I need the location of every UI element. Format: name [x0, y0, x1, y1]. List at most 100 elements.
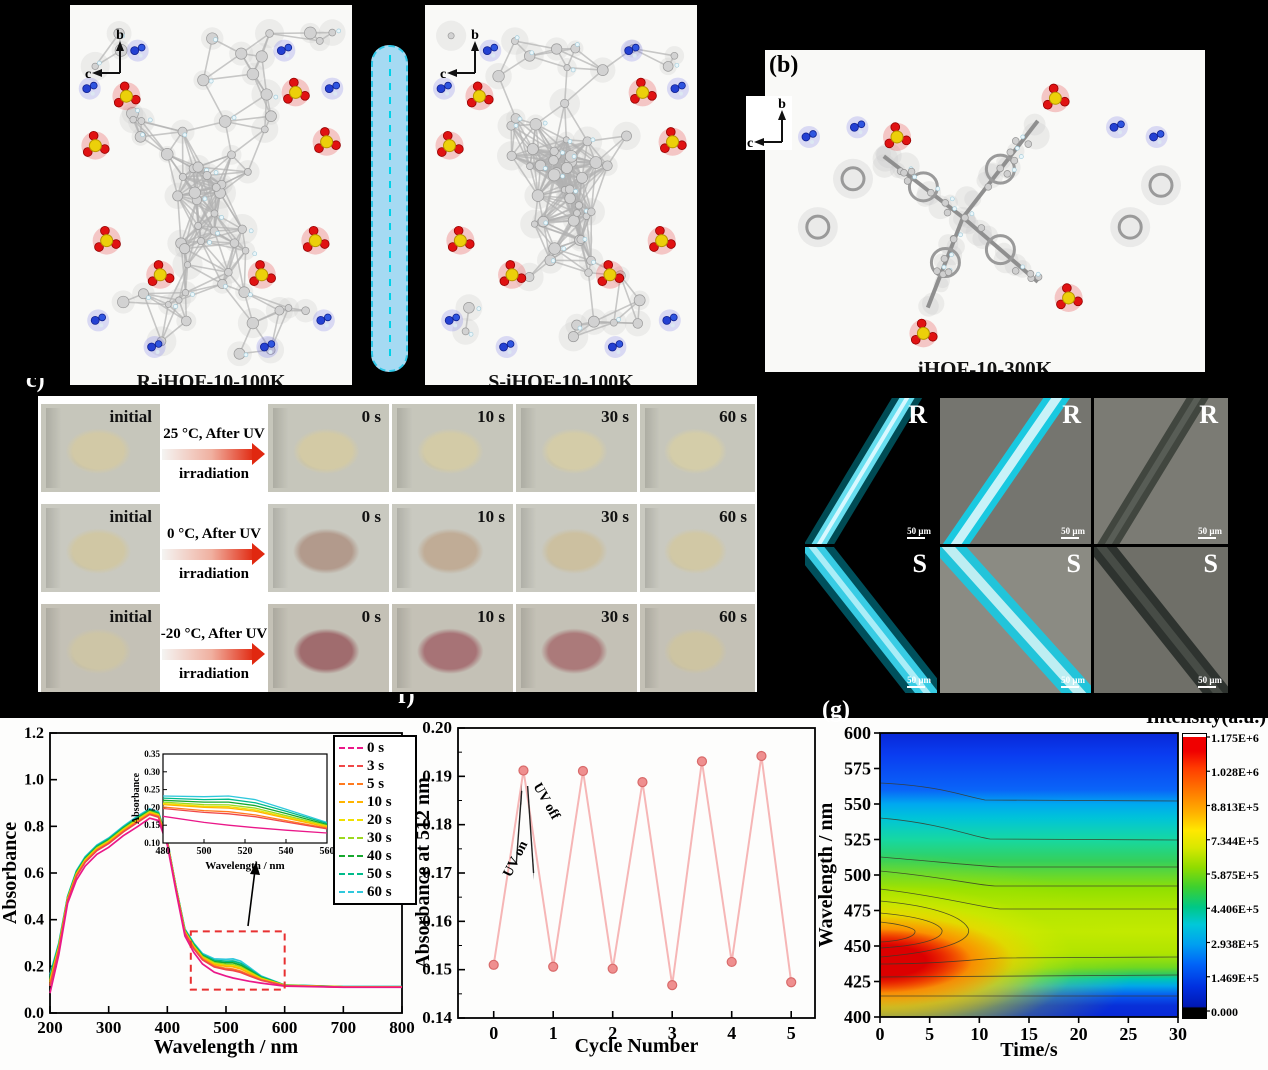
svg-text:0.25: 0.25 [144, 785, 160, 795]
chirality-label: S [1203, 549, 1218, 578]
scale-bar-text: 50 μm [1061, 675, 1085, 685]
condition-text2: irradiation [179, 466, 249, 482]
powder-photo-t3-row1: 60 s [640, 404, 755, 492]
condition-text: 25 °C, After UV [163, 426, 265, 442]
legend-item: 5 s [339, 775, 415, 793]
cycles-svg: 0 1 2 3 4 5 0.14 0.15 0.16 0.17 0.18 0.19 0.20 Cycle … [412, 718, 816, 1057]
svg-text:600: 600 [272, 1018, 298, 1037]
powder-blob [45, 507, 156, 589]
time-label: 60 s [719, 507, 747, 526]
legend-swatch [339, 855, 363, 857]
fiber-graphic [940, 547, 1091, 693]
powder-blob [520, 407, 633, 489]
legend-swatch [339, 891, 363, 893]
svg-text:480: 480 [156, 846, 171, 857]
axis-arrows: bc [747, 97, 786, 151]
svg-text:b: b [778, 98, 786, 112]
legend-swatch [339, 783, 363, 785]
crystal-structure-graphic [78, 18, 346, 367]
powder-photo-t3-row2: 60 s [640, 504, 755, 592]
cycles-point [607, 963, 618, 974]
svg-text:10: 10 [970, 1024, 988, 1044]
svg-text:0: 0 [489, 1023, 498, 1043]
legend-swatch [339, 765, 363, 767]
scale-bar-line [907, 537, 926, 539]
time-label: 0 s [361, 607, 381, 626]
colorbar-tick-label: 4.406E+5 [1211, 902, 1259, 917]
panel-g-tag: (g) [822, 697, 850, 723]
svg-text:0.30: 0.30 [144, 767, 160, 777]
powder-blob [272, 607, 385, 689]
legend-item: 20 s [339, 811, 415, 829]
svg-text:30: 30 [1169, 1024, 1187, 1044]
crystal-structure-graphic [433, 20, 689, 358]
svg-text:0: 0 [876, 1024, 885, 1044]
time-label: 30 s [601, 607, 629, 626]
svg-text:425: 425 [844, 972, 871, 992]
scale-bar-text: 50 μm [907, 675, 931, 685]
svg-text:15: 15 [1020, 1024, 1038, 1044]
svg-text:0.4: 0.4 [24, 912, 44, 929]
powder-blob [396, 407, 509, 489]
svg-text:c: c [85, 67, 91, 81]
svg-text:5: 5 [925, 1024, 934, 1044]
svg-text:20: 20 [1070, 1024, 1088, 1044]
legend-label: 50 s [367, 865, 392, 882]
time-label: 30 s [601, 507, 629, 526]
crystal-label-left: R-iHOF-10-100K [136, 371, 286, 385]
fiber-graphic [1097, 398, 1209, 544]
time-label: initial [109, 507, 152, 526]
panel-b-tag: (b) [769, 52, 799, 78]
legend-swatch [339, 837, 363, 839]
time-label: 30 s [601, 407, 629, 426]
powder-photo-initial-row2: initial [41, 504, 160, 592]
contour-svg: 0 5 10 15 20 25 30 400 425 450 475 500 525 550 575 600 T… [818, 723, 1210, 1061]
powder-blob [644, 407, 751, 489]
fiber-graphic [1094, 547, 1228, 693]
svg-text:550: 550 [844, 794, 871, 814]
powder-photo-initial-row3: initial [41, 604, 160, 692]
powder-blob [272, 407, 385, 489]
scale-bar-line [1061, 537, 1080, 539]
microscopy-cell-S3: S 50 μm [1094, 547, 1228, 693]
svg-text:Absorbance: Absorbance [0, 822, 21, 924]
legend-label: 30 s [367, 829, 392, 846]
svg-text:0.20: 0.20 [422, 718, 452, 737]
scale-bar: 50 μm [1198, 527, 1222, 539]
panel-f-tag-fragment: f) [398, 694, 415, 709]
panel-c-tag-fragment: c) [26, 378, 45, 393]
powder-photo-t3-row3: 60 s [640, 604, 755, 692]
powder-photo-t2-row3: 30 s [516, 604, 637, 692]
svg-text:0.17: 0.17 [422, 863, 452, 882]
highlight-box [189, 930, 286, 991]
svg-text:b: b [471, 29, 479, 43]
spectrum-series-0s [49, 817, 402, 994]
svg-text:Time/s: Time/s [1000, 1039, 1058, 1061]
uvvis-spectra-chart: 200 300 400 500 600 700 800 0.0 0.2 0.4 0.6 0.8 1.0 1… [0, 700, 420, 1070]
powder-blob [45, 607, 156, 689]
chirality-label: R [1199, 400, 1218, 429]
fiber-graphic [805, 398, 923, 544]
powder-photo-t0-row1: 0 s [268, 404, 389, 492]
legend-label: 0 s [367, 739, 385, 756]
svg-text:560: 560 [320, 846, 335, 857]
time-label: initial [109, 607, 152, 626]
svg-text:0.19: 0.19 [422, 766, 452, 785]
time-label: 10 s [477, 407, 505, 426]
powder-photo-t1-row1: 10 s [392, 404, 513, 492]
legend-swatch [339, 747, 363, 749]
svg-text:4: 4 [727, 1023, 736, 1043]
crystal-label-300K: iHOF-10-300K [917, 357, 1053, 372]
cycles-point [548, 961, 559, 972]
uv-irradiation-arrow [162, 543, 265, 565]
contour-heat-field [880, 733, 1178, 1017]
legend-item: 40 s [339, 847, 415, 865]
powder-photo-t2-row1: 30 s [516, 404, 637, 492]
powder-blob [644, 607, 751, 689]
svg-text:500: 500 [197, 846, 212, 857]
powder-photo-t0-row3: 0 s [268, 604, 389, 692]
